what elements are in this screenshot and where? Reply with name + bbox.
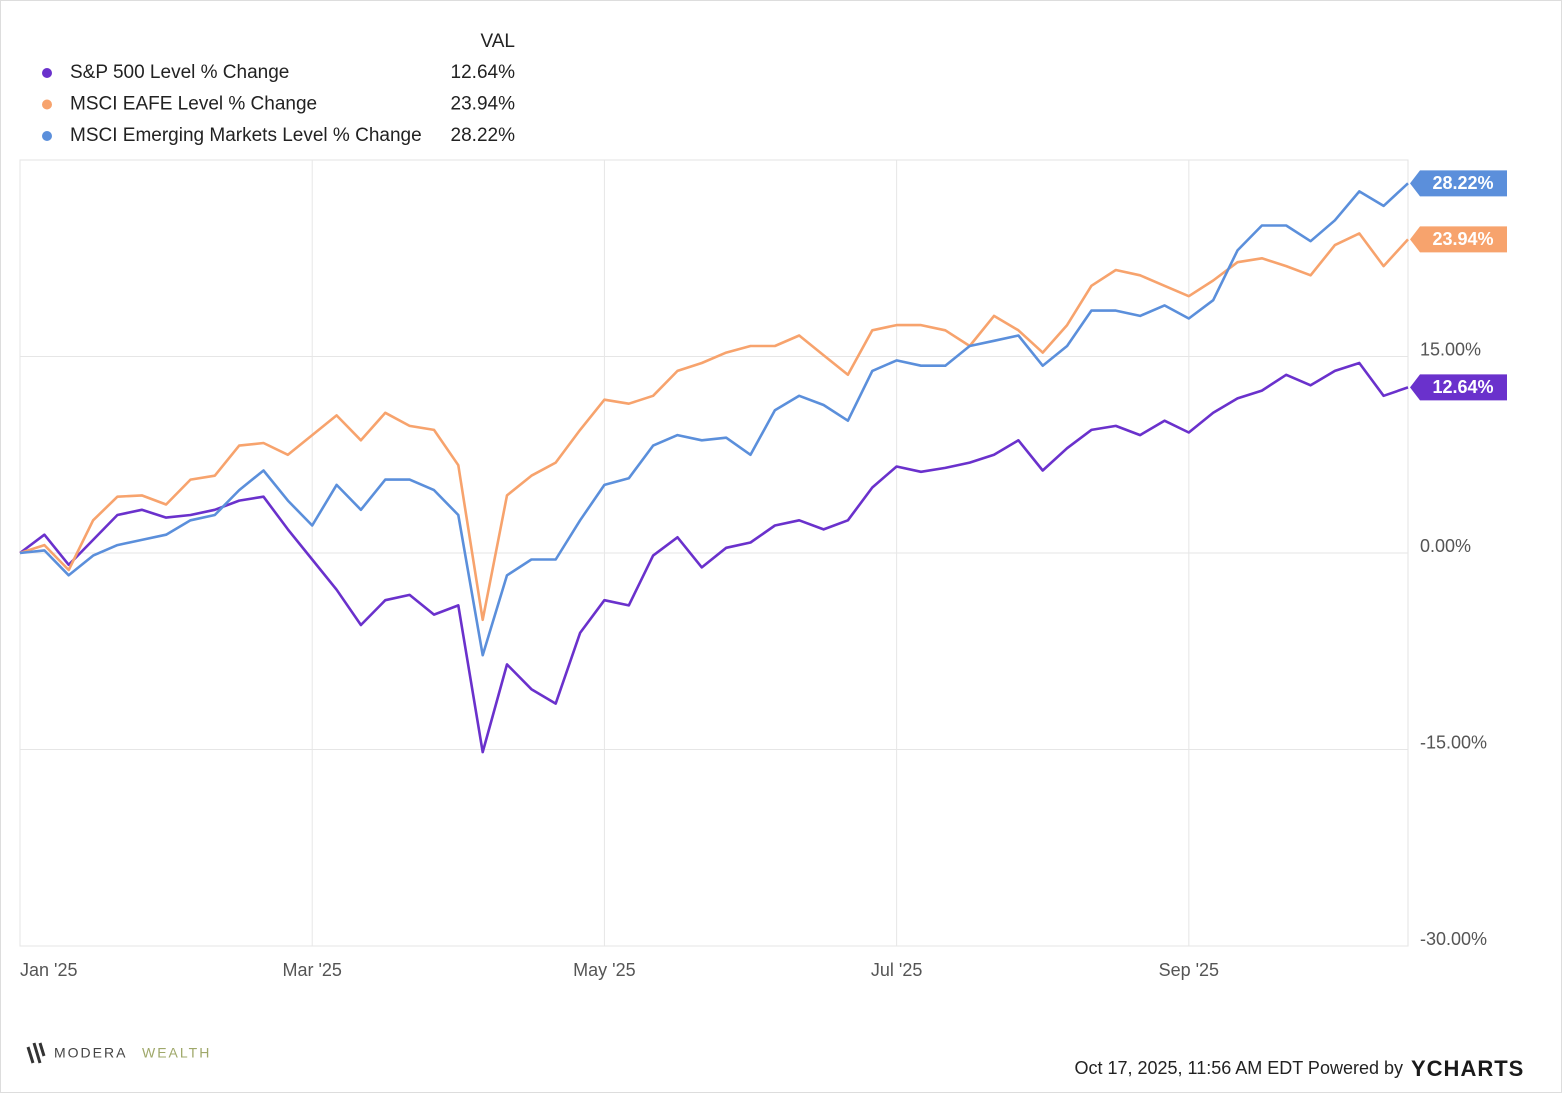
legend-label: S&P 500 Level % Change [70, 62, 289, 83]
legend-dot [42, 68, 52, 78]
legend-label: MSCI EAFE Level % Change [70, 94, 317, 115]
y-tick-label: 0.00% [1420, 536, 1471, 556]
logo-text: MODERA [54, 1045, 127, 1061]
end-label: 23.94% [1432, 229, 1493, 249]
x-tick-label: Jul '25 [871, 960, 922, 980]
legend-value: 28.22% [451, 125, 516, 146]
legend-value: 12.64% [451, 62, 516, 83]
end-label: 12.64% [1432, 377, 1493, 397]
brand-mark [26, 1042, 46, 1064]
x-tick-label: Mar '25 [282, 960, 341, 980]
logo-text: WEALTH [142, 1045, 211, 1061]
x-tick-label: May '25 [573, 960, 635, 980]
legend-label: MSCI Emerging Markets Level % Change [70, 125, 422, 146]
footer: Oct 17, 2025, 11:56 AM EDT Powered by [1074, 1058, 1403, 1078]
x-tick-label: Sep '25 [1159, 960, 1220, 980]
series-line [19, 361, 1409, 754]
x-tick-label: Jan '25 [20, 960, 77, 980]
y-tick-label: -15.00% [1420, 732, 1487, 752]
legend-dot [42, 131, 52, 141]
y-tick-label: 15.00% [1420, 339, 1481, 359]
end-label-tag [1410, 374, 1507, 401]
series-line [19, 182, 1409, 657]
end-label-tag [1410, 226, 1507, 253]
legend-header: VAL [480, 31, 515, 52]
legend-dot [42, 99, 52, 110]
source-logo: YCHARTS [1411, 1056, 1524, 1081]
y-tick-label: -30.00% [1420, 929, 1487, 949]
end-label: 28.22% [1432, 173, 1493, 193]
legend-value: 23.94% [451, 94, 516, 115]
end-label-tag [1410, 170, 1507, 197]
series-line [19, 232, 1409, 622]
